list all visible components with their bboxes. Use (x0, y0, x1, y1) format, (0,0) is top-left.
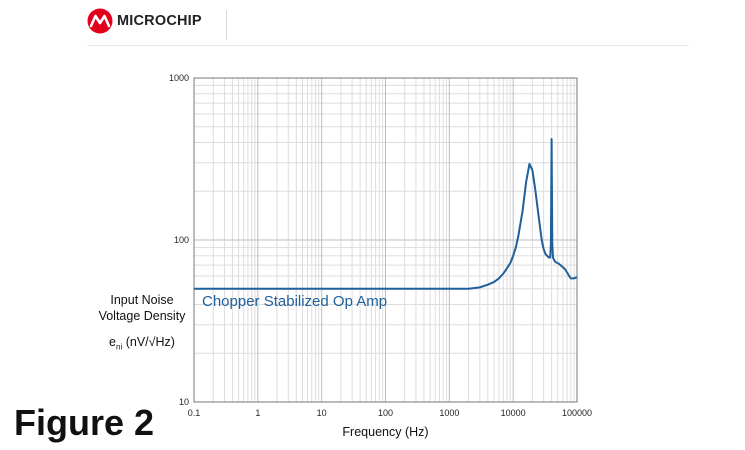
plot-frame (193, 77, 578, 403)
x-tick-label: 100000 (562, 408, 592, 418)
series-line (194, 138, 578, 290)
y-axis-unit-prefix: e (109, 335, 116, 349)
logo-m-mark (89, 14, 111, 28)
y-axis-unit: eni (nV/√Hz) (62, 334, 222, 356)
y-tick-label: 10 (179, 397, 189, 407)
y-axis-label: Input Noise Voltage Density eni (nV/√Hz) (62, 292, 222, 356)
x-tick-label: 1000 (439, 408, 459, 418)
y-tick-label: 1000 (169, 73, 189, 83)
y-tick-label: 100 (174, 235, 189, 245)
figure-label: Figure 2 (14, 402, 155, 443)
y-axis-unit-subscript: ni (116, 342, 123, 352)
x-tick-label: 100 (378, 408, 393, 418)
x-tick-label: 1 (255, 408, 260, 418)
x-tick-labels: 0.1 1 10 100 1000 10000 100000 (188, 408, 592, 418)
header-divider (226, 10, 227, 40)
x-tick-label: 10 (317, 408, 327, 418)
microchip-logo-icon (87, 8, 113, 34)
series-label: Chopper Stabilized Op Amp (202, 293, 387, 310)
y-axis-label-line-2: Voltage Density (98, 309, 186, 323)
x-axis-label: Frequency (Hz) (342, 425, 428, 439)
header: MICROCHIP (0, 0, 745, 46)
y-axis-unit-suffix: (nV/√Hz) (122, 335, 175, 349)
x-tick-label: 10000 (501, 408, 526, 418)
y-axis-label-line-1: Input Noise (110, 293, 174, 307)
header-rule (87, 45, 689, 46)
brand-name: MICROCHIP (117, 13, 202, 29)
x-tick-label: 0.1 (188, 408, 201, 418)
microchip-logo[interactable]: MICROCHIP (87, 8, 202, 34)
y-tick-labels: 10 100 1000 (169, 73, 189, 407)
